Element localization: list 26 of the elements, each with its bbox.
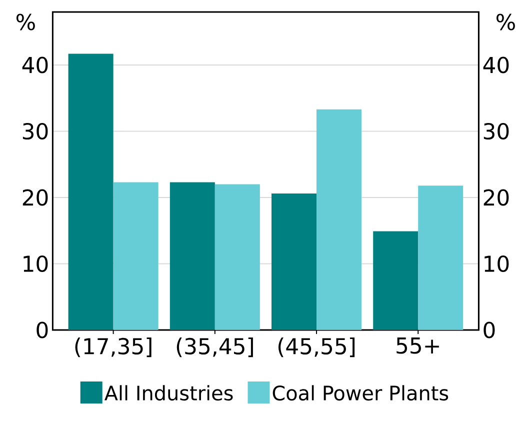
bar (68, 54, 114, 330)
x-tick-label: (35,45] (176, 338, 253, 358)
x-tick-label: (45,55] (278, 338, 355, 358)
bar (113, 182, 158, 330)
bar (418, 186, 464, 330)
y-axis-title: % (16, 14, 35, 30)
bar (316, 109, 362, 330)
y-tick-label: 20 (22, 189, 48, 206)
y2-tick-label: 30 (484, 122, 509, 140)
legend-label: Coal Power Plants (272, 385, 448, 401)
y2-tick-label: 20 (484, 189, 509, 206)
bar (373, 231, 418, 330)
y-tick-label: 30 (22, 122, 48, 140)
y-tick-label: 40 (22, 56, 48, 74)
y2-axis-title: % (496, 14, 515, 30)
x-tick-label: 55+ (396, 338, 439, 354)
y-tick-label: 0 (36, 322, 48, 338)
y-tick-label: 10 (24, 255, 48, 272)
legend-label: All Industries (104, 385, 233, 401)
y2-tick-label: 10 (484, 255, 509, 272)
bar (214, 184, 260, 330)
x-tick-label: (17,35] (75, 338, 152, 358)
y2-tick-label: 0 (484, 322, 495, 338)
bar (170, 182, 215, 330)
bar (272, 194, 317, 330)
y2-tick-label: 40 (483, 56, 509, 74)
